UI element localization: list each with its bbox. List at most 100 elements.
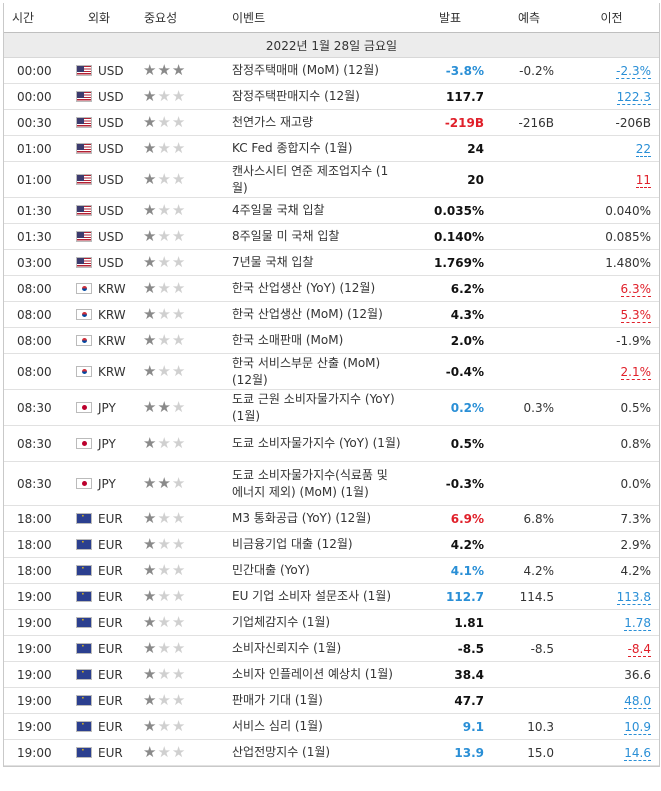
row-event-link[interactable]: 도쿄 소비자물가지수 (YoY) (1월) <box>226 425 406 462</box>
previous-value[interactable]: 113.8 <box>616 589 651 605</box>
row-importance: ★★★ <box>136 83 226 110</box>
star-icon: ★ <box>143 434 157 452</box>
row-event-link[interactable]: 잠정주택매매 (MoM) (12월) <box>226 57 406 84</box>
table-row[interactable]: 08:30 JPY ★★★ 도쿄 소비자물가지수 (YoY) (1월) 0.5% 0.8% <box>4 425 659 462</box>
previous-value[interactable]: -2.3% <box>616 63 651 79</box>
table-row[interactable]: 03:00 USD ★★★ 7년물 국채 입찰 1.769% 1.480% <box>4 249 659 276</box>
row-event-link[interactable]: 잠정주택판매지수 (12월) <box>226 83 406 110</box>
star-icon: ★ <box>143 113 157 131</box>
table-row[interactable]: 01:30 USD ★★★ 4주일물 국채 입찰 0.035% 0.040% <box>4 197 659 224</box>
row-event-link[interactable]: 소비자 인플레이션 예상치 (1월) <box>226 661 406 688</box>
previous-value[interactable]: 5.3% <box>620 307 651 323</box>
currency-code: EUR <box>98 641 123 656</box>
row-event-link[interactable]: M3 통화공급 (YoY) (12월) <box>226 505 406 532</box>
row-event-link[interactable]: 한국 산업생산 (YoY) (12월) <box>226 275 406 302</box>
row-previous: 0.5% <box>564 389 659 426</box>
row-event-link[interactable]: 기업체감지수 (1월) <box>226 609 406 636</box>
row-actual: 13.9 <box>406 739 494 766</box>
row-time: 08:00 <box>4 301 66 328</box>
previous-value[interactable]: 14.6 <box>624 745 651 761</box>
row-event-link[interactable]: 7년물 국채 입찰 <box>226 249 406 276</box>
row-previous: 113.8 <box>564 583 659 610</box>
row-event-link[interactable]: 도쿄 근원 소비자물가지수 (YoY) (1월) <box>226 389 406 426</box>
previous-value[interactable]: 10.9 <box>624 719 651 735</box>
row-forecast: 4.2% <box>494 557 564 584</box>
row-event-link[interactable]: 민간대출 (YoY) <box>226 557 406 584</box>
row-previous: -206B <box>564 109 659 136</box>
currency-code: USD <box>98 115 124 130</box>
row-currency: EUR <box>66 531 136 558</box>
table-row[interactable]: 08:00 KRW ★★★ 한국 서비스부문 산출 (MoM) (12월) -0.4% 2… <box>4 353 659 390</box>
table-row[interactable]: 19:00EUR★★★판매가 기대 (1월)47.748.0 <box>4 687 659 714</box>
row-event-link[interactable]: KC Fed 종합지수 (1월) <box>226 135 406 162</box>
previous-value[interactable]: 11 <box>635 172 651 188</box>
previous-value[interactable]: 2.1% <box>620 364 651 380</box>
row-actual: -0.3% <box>406 461 494 506</box>
row-event-link[interactable]: 한국 산업생산 (MoM) (12월) <box>226 301 406 328</box>
table-row[interactable]: 00:00 USD ★★★ 잠정주택판매지수 (12월) 117.7 122.3 <box>4 83 659 110</box>
star-icon: ★ <box>143 201 157 219</box>
table-row[interactable]: 08:30 JPY ★★★ 도쿄 소비자물가지수(식료품 및 에너지 제외) (MoM… <box>4 461 659 506</box>
table-row[interactable]: 00:30 USD ★★★ 천연가스 재고량 -219B -216B -206B <box>4 109 659 136</box>
row-actual: 117.7 <box>406 83 494 110</box>
row-event-link[interactable]: 도쿄 소비자물가지수(식료품 및 에너지 제외) (MoM) (1월) <box>226 461 406 506</box>
row-time: 19:00 <box>4 713 66 740</box>
row-event-link[interactable]: 판매가 기대 (1월) <box>226 687 406 714</box>
row-currency: EUR <box>66 583 136 610</box>
row-event-link[interactable]: 산업전망지수 (1월) <box>226 739 406 766</box>
eu-flag-icon <box>76 561 92 576</box>
previous-value[interactable]: 22 <box>635 141 651 157</box>
row-event-link[interactable]: 한국 소매판매 (MoM) <box>226 327 406 354</box>
row-event-link[interactable]: 천연가스 재고량 <box>226 109 406 136</box>
table-row[interactable]: 01:00 USD ★★★ KC Fed 종합지수 (1월) 24 22 <box>4 135 659 162</box>
star-icon: ★ <box>157 87 171 105</box>
star-icon: ★ <box>171 535 186 553</box>
star-icon: ★ <box>157 535 171 553</box>
row-forecast <box>494 425 564 462</box>
previous-value[interactable]: 6.3% <box>620 281 651 297</box>
row-time: 19:00 <box>4 687 66 714</box>
previous-value[interactable]: 48.0 <box>624 693 651 709</box>
table-row[interactable]: 18:00EUR★★★민간대출 (YoY)4.1%4.2%4.2% <box>4 557 659 584</box>
star-icon: ★ <box>143 61 157 79</box>
table-row[interactable]: 01:30 USD ★★★ 8주일물 미 국채 입찰 0.140% 0.085% <box>4 223 659 250</box>
row-forecast <box>494 353 564 390</box>
row-event-link[interactable]: EU 기업 소비자 설문조사 (1월) <box>226 583 406 610</box>
row-event-link[interactable]: 한국 서비스부문 산출 (MoM) (12월) <box>226 353 406 390</box>
us-flag-icon <box>76 173 92 185</box>
table-row[interactable]: 19:00EUR★★★서비스 심리 (1월)9.110.310.9 <box>4 713 659 740</box>
star-icon: ★ <box>157 561 171 579</box>
table-row[interactable]: 19:00EUR★★★기업체감지수 (1월)1.811.78 <box>4 609 659 636</box>
table-row[interactable]: 01:00 USD ★★★ 캔사스시티 연준 제조업지수 (1월) 20 11 <box>4 161 659 198</box>
previous-value[interactable]: -8.4 <box>627 641 651 657</box>
table-row[interactable]: 08:30 JPY ★★★ 도쿄 근원 소비자물가지수 (YoY) (1월) 0.2% 0… <box>4 389 659 426</box>
table-row[interactable]: 18:00EUR★★★비금융기업 대출 (12월)4.2%2.9% <box>4 531 659 558</box>
star-icon: ★ <box>171 743 186 761</box>
row-event-link[interactable]: 8주일물 미 국채 입찰 <box>226 223 406 250</box>
star-icon: ★ <box>157 743 171 761</box>
kr-flag-icon <box>76 282 92 294</box>
table-row[interactable]: 18:00EUR★★★M3 통화공급 (YoY) (12월)6.9%6.8%7.… <box>4 505 659 532</box>
table-row[interactable]: 19:00EUR★★★산업전망지수 (1월)13.915.014.6 <box>4 739 659 766</box>
previous-value[interactable]: 1.78 <box>624 615 651 631</box>
row-event-link[interactable]: 서비스 심리 (1월) <box>226 713 406 740</box>
table-row[interactable]: 19:00EUR★★★소비자신뢰지수 (1월)-8.5-8.5-8.4 <box>4 635 659 662</box>
row-forecast <box>494 135 564 162</box>
star-icon: ★ <box>143 279 157 297</box>
eu-flag-icon <box>76 665 92 680</box>
table-row[interactable]: 19:00EUR★★★소비자 인플레이션 예상치 (1월)38.436.6 <box>4 661 659 688</box>
row-forecast <box>494 301 564 328</box>
table-row[interactable]: 00:00 USD ★★★ 잠정주택매매 (MoM) (12월) -3.8% -0.2% -… <box>4 57 659 84</box>
row-event-link[interactable]: 비금융기업 대출 (12월) <box>226 531 406 558</box>
row-event-link[interactable]: 소비자신뢰지수 (1월) <box>226 635 406 662</box>
table-row[interactable]: 08:00 KRW ★★★ 한국 산업생산 (YoY) (12월) 6.2% 6.3% <box>4 275 659 302</box>
row-event-link[interactable]: 캔사스시티 연준 제조업지수 (1월) <box>226 161 406 198</box>
table-row[interactable]: 19:00EUR★★★EU 기업 소비자 설문조사 (1월)112.7114.5… <box>4 583 659 610</box>
row-importance: ★★★ <box>136 135 226 162</box>
table-row[interactable]: 08:00 KRW ★★★ 한국 소매판매 (MoM) 2.0% -1.9% <box>4 327 659 354</box>
star-icon: ★ <box>171 434 186 452</box>
table-row[interactable]: 08:00 KRW ★★★ 한국 산업생산 (MoM) (12월) 4.3% 5.3% <box>4 301 659 328</box>
row-forecast: 6.8% <box>494 505 564 532</box>
row-event-link[interactable]: 4주일물 국채 입찰 <box>226 197 406 224</box>
previous-value[interactable]: 122.3 <box>616 89 651 105</box>
